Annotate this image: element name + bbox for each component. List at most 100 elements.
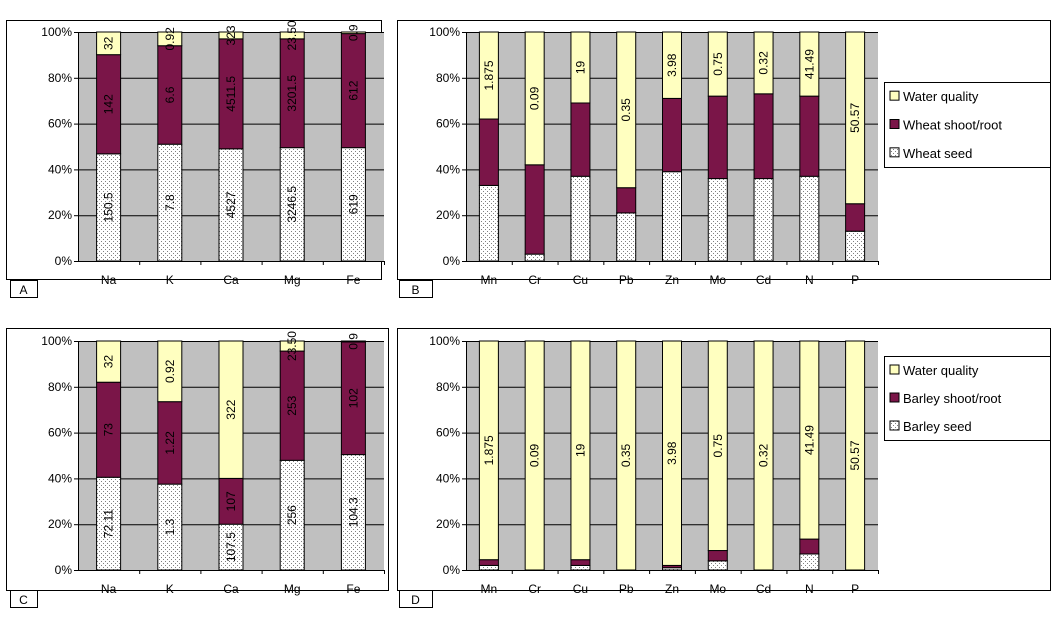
data-label: 19 [573, 61, 587, 75]
bar-segment-shoot-root [707, 95, 728, 180]
bar-segment-seed [845, 230, 866, 262]
data-label: 107.5 [224, 532, 238, 562]
x-tick-label: Na [101, 582, 117, 596]
y-tick-label: 20% [48, 517, 72, 531]
x-tick-label: Fe [346, 273, 360, 287]
data-label: 41.49 [802, 425, 816, 455]
y-tick-label: 20% [436, 208, 460, 222]
data-label: 619 [346, 194, 360, 214]
bar-segment-water-quality [845, 340, 866, 571]
bar-segment-seed [478, 564, 499, 571]
x-tick-label: Cr [528, 582, 541, 596]
bar-segment-water-quality [96, 31, 122, 56]
bar-segment-water-quality [799, 31, 820, 97]
data-label: 6.6 [163, 86, 177, 103]
bar-segment-water-quality [157, 31, 183, 47]
y-tick-label: 40% [48, 471, 72, 485]
bar-segment-shoot-root [340, 341, 366, 456]
x-tick-label: Mo [709, 582, 726, 596]
bar-segment-shoot-root [478, 118, 499, 186]
bar-segment-seed [753, 178, 774, 262]
panel-letter-box [10, 280, 38, 298]
bar-segment-water-quality [96, 340, 122, 383]
bar-segment-water-quality [799, 340, 820, 540]
data-label: 256 [285, 505, 299, 525]
bar-segment-water-quality [707, 31, 728, 97]
bar-segment-water-quality [753, 31, 774, 95]
bar-segment-water-quality [279, 31, 305, 40]
legend-swatch-seed [889, 420, 900, 431]
bar-segment-water-quality [157, 340, 183, 403]
bar-segment-water-quality [570, 340, 591, 561]
bar-segment-shoot-root [799, 95, 820, 177]
bar-segment-water-quality [478, 31, 499, 120]
data-label: 4511.5 [224, 76, 238, 112]
chart-panel-c: 0% 20% 40% 60% 80% 100% Na 72.11 73 32 K 1.3 1.22 0.9… [6, 328, 389, 608]
y-tick-label: 60% [48, 426, 72, 440]
data-label: 50.57 [848, 103, 862, 133]
bar-segment-water-quality [570, 31, 591, 104]
bar-segment-water-quality [340, 340, 366, 343]
data-label: 0.35 [619, 98, 633, 122]
legend-box [884, 356, 1051, 441]
bar-segment-seed [96, 153, 122, 262]
bar-segment-shoot-root [662, 97, 682, 173]
bar-segment-shoot-root [478, 559, 499, 566]
bar-segment-water-quality [218, 340, 244, 479]
chart-panel-d: 0% 20% 40% 60% 80% 100% Mn 1.875 Cr 0.09 Cu 19 Pb 0.3… [397, 328, 1051, 608]
bar-segment-shoot-root [524, 164, 545, 255]
bar-segment-seed [279, 147, 305, 262]
legend-swatch-shoot-root [889, 119, 900, 129]
bar-segment-seed [662, 171, 682, 262]
y-tick-label: 40% [436, 471, 460, 485]
bar-segment-seed [478, 184, 499, 262]
x-tick-label: K [166, 582, 174, 596]
legend-label: Barley seed [903, 419, 972, 434]
data-label: 0.75 [711, 52, 725, 76]
x-tick-label: Mg [284, 273, 301, 287]
data-label: 1.875 [482, 60, 496, 90]
x-tick-label: Mg [284, 582, 301, 596]
legend-label: Barley shoot/root [903, 391, 1002, 406]
legend-label: Wheat seed [903, 146, 972, 161]
bar-segment-seed [524, 253, 545, 262]
y-tick-label: 0% [443, 563, 461, 577]
x-tick-label: Pb [619, 582, 634, 596]
y-tick-label: 100% [429, 334, 460, 348]
data-label: 0.75 [711, 434, 725, 458]
bar-segment-shoot-root [845, 203, 866, 232]
data-label: 612 [346, 80, 360, 100]
panel-letter-box [10, 590, 38, 608]
y-tick-label: 20% [48, 208, 72, 222]
panel-letter-box [399, 590, 433, 608]
x-tick-label: K [166, 273, 174, 287]
bar-segment-shoot-root [707, 550, 728, 562]
y-tick-label: 80% [436, 380, 460, 394]
bar-segment-water-quality [662, 340, 682, 566]
data-label: 0.32 [757, 443, 771, 467]
panel-letter: B [411, 283, 419, 297]
y-tick-label: 80% [48, 380, 72, 394]
bar-segment-shoot-root [753, 93, 774, 180]
data-label: 0.09 [528, 86, 542, 110]
data-label: 41.49 [802, 49, 816, 79]
data-label: 150.5 [102, 192, 116, 222]
bar-segment-shoot-root [218, 38, 244, 150]
y-tick-label: 40% [48, 162, 72, 176]
panel-letter: C [19, 593, 28, 607]
x-tick-label: Mn [481, 582, 498, 596]
bar-segment-water-quality [845, 31, 866, 205]
data-label: 3.98 [665, 53, 679, 77]
data-label: 50.57 [848, 440, 862, 470]
data-label: 3.98 [665, 441, 679, 465]
legend-swatch-shoot-root [889, 392, 900, 403]
data-label: 142 [102, 94, 116, 114]
data-label: 0.92 [163, 27, 177, 51]
data-label: 32 [102, 36, 116, 50]
bar-segment-seed [616, 212, 637, 262]
x-tick-label: N [805, 273, 814, 287]
y-tick-label: 0% [55, 254, 73, 268]
legend-label: Water quality [903, 89, 979, 104]
x-tick-label: P [851, 582, 859, 596]
bar-segment-seed [570, 564, 591, 571]
